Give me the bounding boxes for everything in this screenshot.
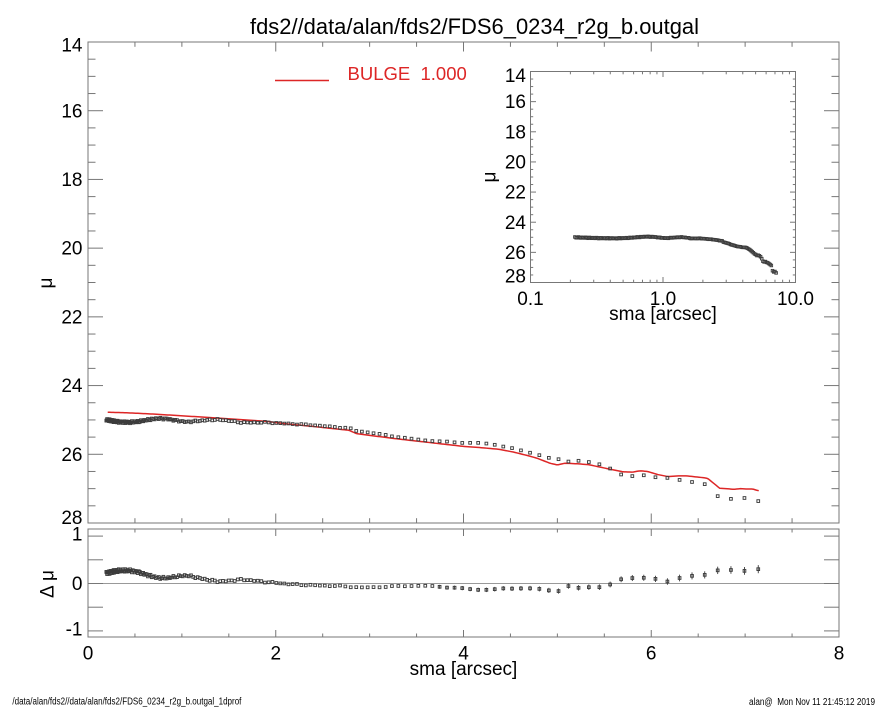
- svg-text:20: 20: [61, 239, 82, 260]
- svg-text:18: 18: [61, 170, 82, 191]
- svg-text:24: 24: [505, 213, 527, 234]
- svg-text:16: 16: [61, 101, 82, 122]
- svg-text:0: 0: [72, 574, 83, 595]
- svg-text:24: 24: [61, 376, 83, 397]
- svg-text:Δ μ: Δ μ: [38, 570, 59, 598]
- svg-text:10.0: 10.0: [777, 289, 814, 310]
- svg-text:fds2//data/alan/fds2/FDS6_0234: fds2//data/alan/fds2/FDS6_0234_r2g_b.out…: [250, 14, 699, 39]
- svg-text:BULGE 1.000: BULGE 1.000: [348, 63, 467, 84]
- svg-text:6: 6: [646, 644, 657, 665]
- svg-text:0.1: 0.1: [517, 289, 543, 310]
- svg-text:22: 22: [61, 308, 82, 329]
- svg-text:alan@ Mon Nov 11 21:45:12 201: alan@ Mon Nov 11 21:45:12 2019: [749, 697, 875, 708]
- svg-text:sma [arcsec]: sma [arcsec]: [609, 304, 717, 325]
- svg-text:14: 14: [61, 36, 83, 57]
- svg-text:8: 8: [834, 644, 845, 665]
- svg-text:20: 20: [505, 153, 526, 174]
- svg-text:μ: μ: [480, 172, 501, 183]
- svg-text:/data/alan/fds2//data/alan/fds: /data/alan/fds2//data/alan/fds2/FDS6_023…: [12, 697, 241, 708]
- svg-text:16: 16: [505, 92, 526, 113]
- svg-text:sma [arcsec]: sma [arcsec]: [410, 659, 518, 680]
- svg-text:-1: -1: [66, 620, 83, 641]
- svg-text:26: 26: [61, 445, 82, 466]
- svg-text:22: 22: [505, 183, 526, 204]
- svg-text:1.0: 1.0: [650, 289, 676, 310]
- svg-text:4: 4: [458, 644, 469, 665]
- svg-text:μ: μ: [36, 278, 57, 289]
- svg-text:1: 1: [72, 525, 83, 546]
- svg-text:2: 2: [271, 644, 282, 665]
- svg-text:28: 28: [505, 266, 526, 287]
- svg-text:28: 28: [61, 508, 82, 529]
- svg-text:18: 18: [505, 122, 526, 143]
- svg-text:0: 0: [83, 644, 94, 665]
- svg-text:14: 14: [505, 66, 527, 87]
- svg-text:26: 26: [505, 243, 526, 264]
